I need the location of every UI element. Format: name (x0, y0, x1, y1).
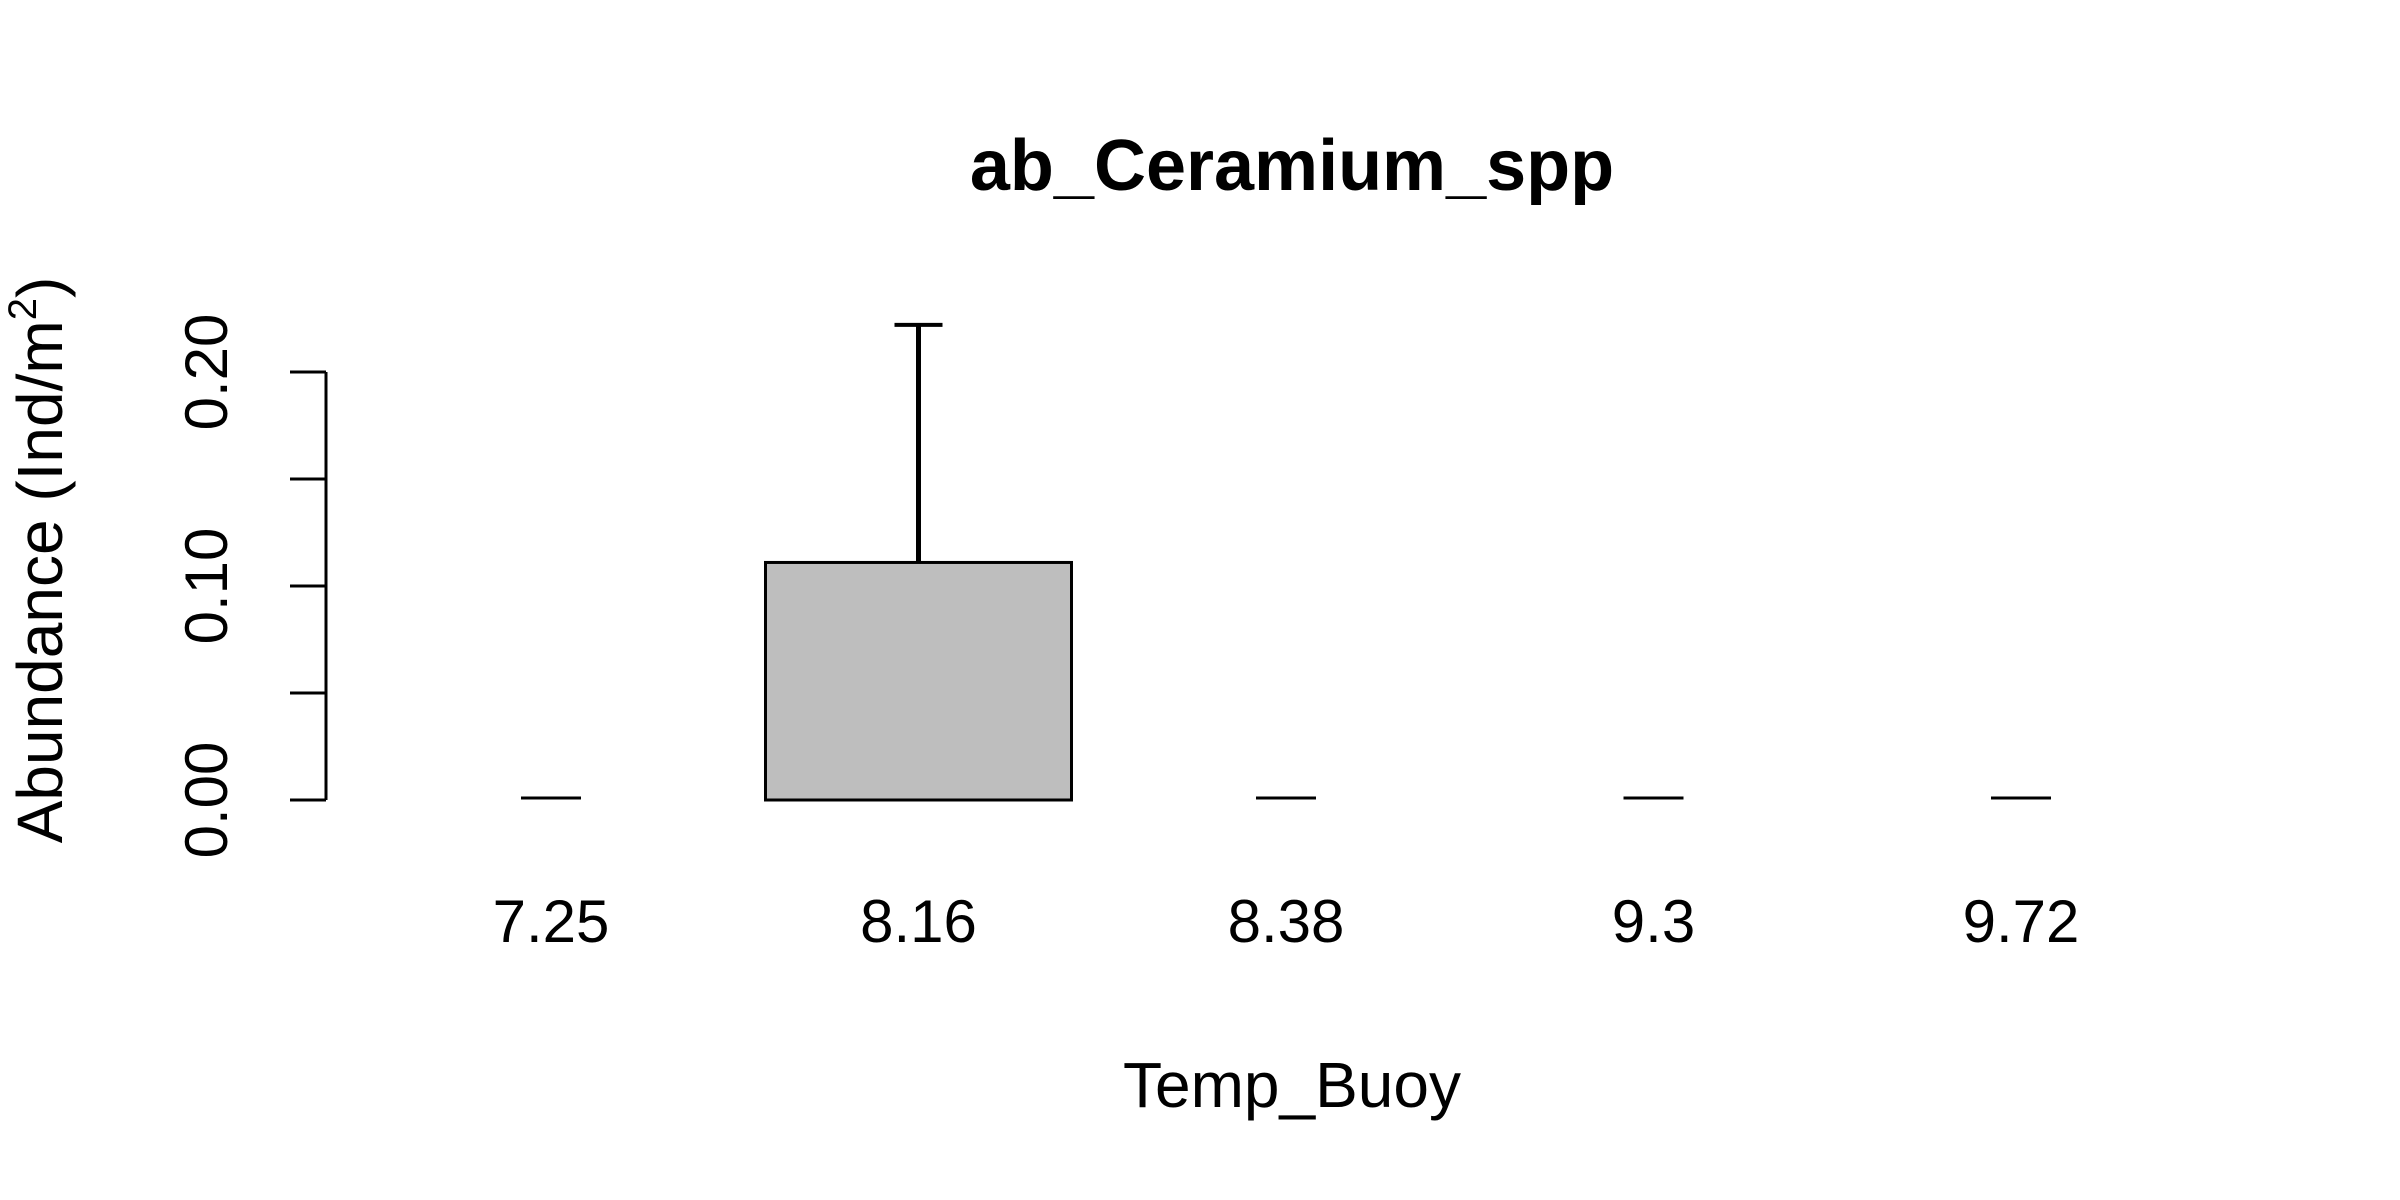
bar (764, 560, 1073, 802)
y-axis: 0.00 0.10 0.20 (173, 314, 328, 859)
x-axis-label: Temp_Buoy (1123, 1049, 1461, 1121)
x-tick-label: 8.38 (1228, 888, 1345, 955)
y-axis-label-suffix: ) (4, 277, 76, 298)
x-tick-label: 8.16 (860, 888, 977, 955)
y-tick-label: 0.10 (173, 528, 240, 645)
x-tick-label: 7.25 (493, 888, 610, 955)
y-tick-label: 0.20 (173, 314, 240, 431)
x-tick-labels: 7.25 8.16 8.38 9.3 9.72 (493, 888, 2080, 955)
y-tick-label: 0.00 (173, 742, 240, 859)
x-tick-label: 9.72 (1963, 888, 2080, 955)
y-axis-label-main: Abundance (Ind/m (4, 320, 76, 843)
bars (521, 322, 2051, 802)
chart-title: ab_Ceramium_spp (970, 126, 1614, 206)
y-axis-label-superscript: 2 (1, 298, 45, 320)
y-axis-label: Abundance (Ind/m2) (1, 277, 76, 844)
x-tick-label: 9.3 (1612, 888, 1695, 955)
